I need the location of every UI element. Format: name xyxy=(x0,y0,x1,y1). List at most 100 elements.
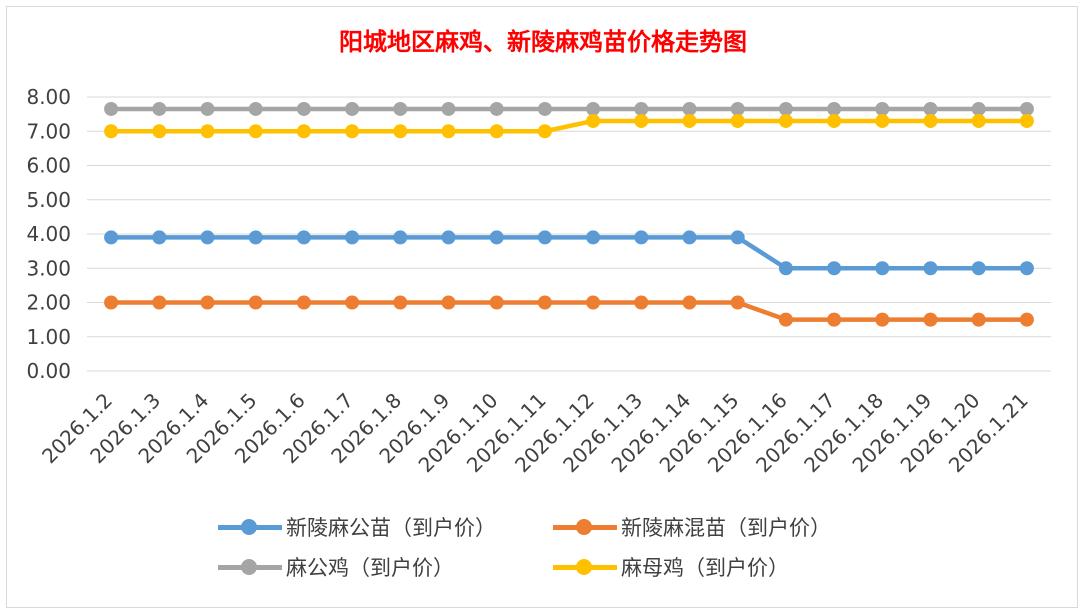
data-point-series-1[interactable] xyxy=(971,261,986,276)
data-point-series-3[interactable] xyxy=(875,101,890,116)
data-point-series-4[interactable] xyxy=(104,124,119,139)
data-point-series-3[interactable] xyxy=(152,101,167,116)
data-point-series-1[interactable] xyxy=(730,230,745,245)
data-point-series-2[interactable] xyxy=(634,295,649,310)
data-point-series-3[interactable] xyxy=(634,101,649,116)
y-tick-label: 8.00 xyxy=(26,85,71,109)
data-point-series-2[interactable] xyxy=(875,312,890,327)
data-point-series-1[interactable] xyxy=(104,230,119,245)
data-point-series-3[interactable] xyxy=(730,101,745,116)
data-point-series-2[interactable] xyxy=(586,295,601,310)
data-point-series-1[interactable] xyxy=(778,261,793,276)
data-point-series-3[interactable] xyxy=(393,101,408,116)
series-line-4 xyxy=(108,118,1030,134)
data-point-series-4[interactable] xyxy=(778,113,793,128)
data-point-series-1[interactable] xyxy=(1019,261,1034,276)
legend-marker-series-1 xyxy=(218,512,282,542)
data-point-series-2[interactable] xyxy=(971,312,986,327)
data-point-series-2[interactable] xyxy=(489,295,504,310)
data-point-series-3[interactable] xyxy=(104,101,119,116)
data-point-series-1[interactable] xyxy=(923,261,938,276)
data-point-series-4[interactable] xyxy=(441,124,456,139)
data-point-series-3[interactable] xyxy=(441,101,456,116)
data-point-series-2[interactable] xyxy=(827,312,842,327)
data-point-series-3[interactable] xyxy=(682,101,697,116)
y-tick-label: 2.00 xyxy=(26,291,71,315)
legend-marker-series-3 xyxy=(218,552,282,582)
data-point-series-4[interactable] xyxy=(634,113,649,128)
data-point-series-4[interactable] xyxy=(923,113,938,128)
data-point-series-2[interactable] xyxy=(296,295,311,310)
data-point-series-4[interactable] xyxy=(152,124,167,139)
data-point-series-3[interactable] xyxy=(489,101,504,116)
legend-marker-series-2 xyxy=(553,512,617,542)
data-point-series-2[interactable] xyxy=(1019,312,1034,327)
data-point-series-2[interactable] xyxy=(200,295,215,310)
data-point-series-4[interactable] xyxy=(971,113,986,128)
data-point-series-3[interactable] xyxy=(1019,101,1034,116)
y-tick-label: 3.00 xyxy=(26,256,71,280)
data-point-series-2[interactable] xyxy=(345,295,360,310)
data-point-series-3[interactable] xyxy=(971,101,986,116)
data-point-series-4[interactable] xyxy=(730,113,745,128)
legend-label-series-2: 新陵麻混苗（到户价） xyxy=(621,516,831,540)
y-tick-label: 0.00 xyxy=(26,359,71,383)
data-point-series-2[interactable] xyxy=(393,295,408,310)
data-point-series-2[interactable] xyxy=(778,312,793,327)
data-point-series-1[interactable] xyxy=(875,261,890,276)
legend-item-series-3[interactable]: 麻公鸡（到户价） xyxy=(218,552,553,582)
legend-label-series-3: 麻公鸡（到户价） xyxy=(286,556,454,580)
data-point-series-1[interactable] xyxy=(393,230,408,245)
data-point-series-2[interactable] xyxy=(248,295,263,310)
data-point-series-3[interactable] xyxy=(296,101,311,116)
data-point-series-3[interactable] xyxy=(827,101,842,116)
data-point-series-3[interactable] xyxy=(200,101,215,116)
data-point-series-4[interactable] xyxy=(1019,113,1034,128)
data-point-series-1[interactable] xyxy=(489,230,504,245)
data-point-series-2[interactable] xyxy=(923,312,938,327)
data-point-series-4[interactable] xyxy=(200,124,215,139)
data-point-series-4[interactable] xyxy=(248,124,263,139)
data-point-series-3[interactable] xyxy=(586,101,601,116)
chart-title: 阳城地区麻鸡、新陵麻鸡苗价格走势图 xyxy=(339,27,747,56)
data-point-series-3[interactable] xyxy=(778,101,793,116)
legend-item-series-4[interactable]: 麻母鸡（到户价） xyxy=(553,552,898,582)
y-tick-label: 6.00 xyxy=(26,154,71,178)
legend-label-series-1: 新陵麻公苗（到户价） xyxy=(286,516,496,540)
data-point-series-1[interactable] xyxy=(682,230,697,245)
data-point-series-2[interactable] xyxy=(441,295,456,310)
data-point-series-1[interactable] xyxy=(152,230,167,245)
data-point-series-4[interactable] xyxy=(296,124,311,139)
data-point-series-1[interactable] xyxy=(586,230,601,245)
y-tick-label: 7.00 xyxy=(26,119,71,143)
data-point-series-4[interactable] xyxy=(682,113,697,128)
data-point-series-2[interactable] xyxy=(730,295,745,310)
data-point-series-2[interactable] xyxy=(152,295,167,310)
data-point-series-3[interactable] xyxy=(537,101,552,116)
data-point-series-1[interactable] xyxy=(634,230,649,245)
data-point-series-1[interactable] xyxy=(537,230,552,245)
data-point-series-3[interactable] xyxy=(248,101,263,116)
data-point-series-3[interactable] xyxy=(345,101,360,116)
data-point-series-2[interactable] xyxy=(682,295,697,310)
data-point-series-4[interactable] xyxy=(827,113,842,128)
data-point-series-4[interactable] xyxy=(586,113,601,128)
data-point-series-2[interactable] xyxy=(104,295,119,310)
data-point-series-4[interactable] xyxy=(489,124,504,139)
data-point-series-4[interactable] xyxy=(393,124,408,139)
y-tick-label: 4.00 xyxy=(26,222,71,246)
data-point-series-4[interactable] xyxy=(875,113,890,128)
data-point-series-4[interactable] xyxy=(537,124,552,139)
legend-item-series-2[interactable]: 新陵麻混苗（到户价） xyxy=(553,512,898,542)
data-point-series-1[interactable] xyxy=(345,230,360,245)
data-point-series-4[interactable] xyxy=(345,124,360,139)
data-point-series-2[interactable] xyxy=(537,295,552,310)
legend-item-series-1[interactable]: 新陵麻公苗（到户价） xyxy=(218,512,553,542)
data-point-series-1[interactable] xyxy=(827,261,842,276)
data-point-series-3[interactable] xyxy=(923,101,938,116)
data-point-series-1[interactable] xyxy=(200,230,215,245)
data-point-series-1[interactable] xyxy=(441,230,456,245)
data-point-series-1[interactable] xyxy=(248,230,263,245)
data-point-series-1[interactable] xyxy=(296,230,311,245)
